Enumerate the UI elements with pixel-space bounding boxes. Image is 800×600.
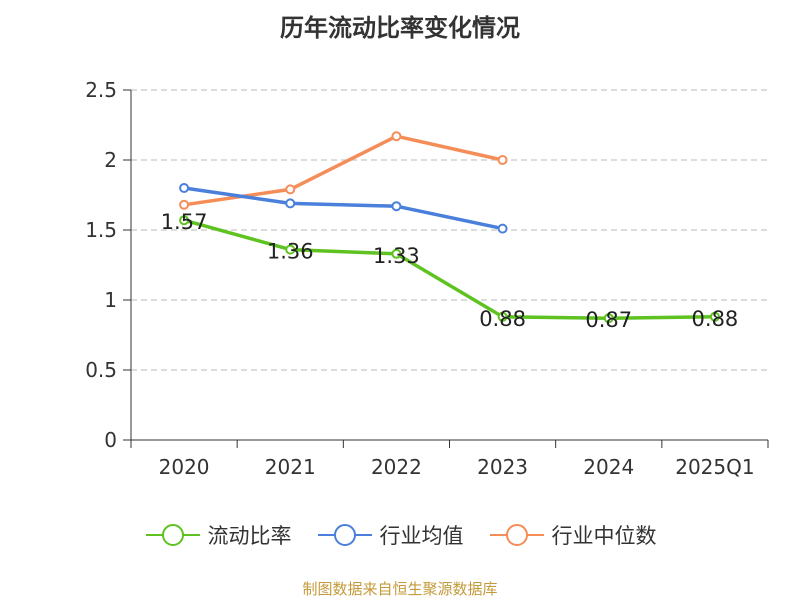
data-label: 0.88 xyxy=(479,307,526,331)
data-point[interactable] xyxy=(391,201,402,212)
data-point[interactable] xyxy=(497,223,508,234)
data-point[interactable] xyxy=(497,155,508,165)
x-tick-label: 2022 xyxy=(371,455,422,479)
y-tick-label: 2.5 xyxy=(85,78,117,102)
data-point[interactable] xyxy=(391,131,402,142)
y-tick-label: 2 xyxy=(104,148,117,172)
data-label: 1.33 xyxy=(373,244,420,268)
series-line xyxy=(183,218,715,320)
data-label: 1.57 xyxy=(161,210,208,234)
data-point[interactable] xyxy=(179,199,190,210)
data-point[interactable] xyxy=(285,198,296,209)
legend-item-current-ratio[interactable]: 流动比率 xyxy=(144,520,292,550)
x-tick-label: 2024 xyxy=(583,455,634,479)
legend-swatch-icon xyxy=(145,524,200,546)
source-note: 制图数据来自恒生聚源数据库 xyxy=(302,580,498,598)
x-tick-label: 2021 xyxy=(265,455,316,479)
legend-item-industry-mean[interactable]: 行业均值 xyxy=(316,520,464,550)
legend: 流动比率 行业均值 行业中位数 xyxy=(0,520,800,550)
data-label: 1.36 xyxy=(267,240,314,264)
data-point[interactable] xyxy=(709,311,720,322)
data-point[interactable] xyxy=(497,311,508,322)
x-tick-label: 2025Q1 xyxy=(675,455,754,479)
legend-item-industry-median[interactable]: 行业中位数 xyxy=(488,520,657,550)
y-tick-label: 0.5 xyxy=(85,358,117,382)
legend-label: 行业均值 xyxy=(379,524,464,548)
data-point[interactable] xyxy=(391,248,402,259)
y-tick-label: 1 xyxy=(104,288,117,312)
legend-label: 行业中位数 xyxy=(551,524,657,548)
legend-label: 流动比率 xyxy=(207,524,292,548)
y-tick-label: 0 xyxy=(104,428,117,452)
legend-swatch-icon xyxy=(489,524,544,546)
series-line xyxy=(183,186,503,231)
x-tick-label: 2020 xyxy=(159,455,210,479)
data-point[interactable] xyxy=(603,313,614,324)
legend-swatch-icon xyxy=(317,524,372,546)
data-label: 0.87 xyxy=(585,308,632,332)
data-point[interactable] xyxy=(285,184,296,195)
chart-title: 历年流动比率变化情况 xyxy=(280,14,520,42)
data-point[interactable] xyxy=(179,183,190,193)
y-tick-label: 1.5 xyxy=(85,218,117,242)
data-point[interactable] xyxy=(179,215,190,226)
data-label: 0.88 xyxy=(692,307,739,331)
data-point[interactable] xyxy=(285,244,296,255)
x-tick-label: 2023 xyxy=(477,455,528,479)
